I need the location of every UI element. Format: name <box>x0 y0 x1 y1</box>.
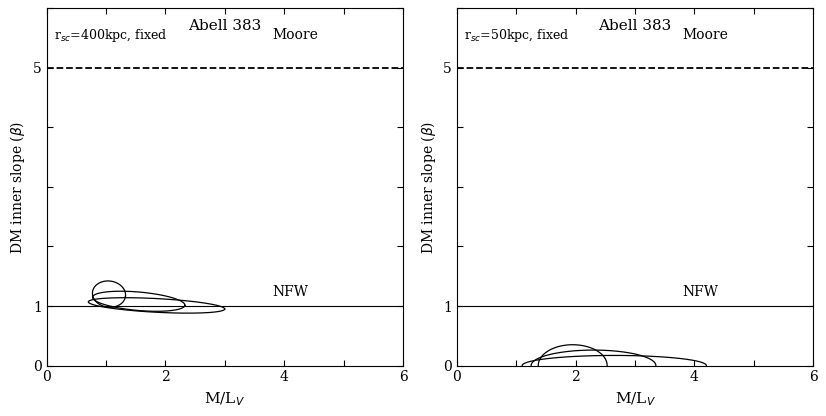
Text: Abell 383: Abell 383 <box>599 19 672 33</box>
Text: Moore: Moore <box>273 28 318 42</box>
Text: Abell 383: Abell 383 <box>188 19 262 33</box>
Text: Moore: Moore <box>682 28 729 42</box>
Text: NFW: NFW <box>682 285 719 299</box>
Text: r$_{sc}$=400kpc, fixed: r$_{sc}$=400kpc, fixed <box>54 27 167 44</box>
Text: r$_{sc}$=50kpc, fixed: r$_{sc}$=50kpc, fixed <box>464 27 569 44</box>
X-axis label: M/L$_V$: M/L$_V$ <box>615 390 656 408</box>
Text: NFW: NFW <box>273 285 308 299</box>
X-axis label: M/L$_V$: M/L$_V$ <box>204 390 245 408</box>
Y-axis label: DM inner slope ($\beta$): DM inner slope ($\beta$) <box>419 120 438 254</box>
Y-axis label: DM inner slope ($\beta$): DM inner slope ($\beta$) <box>8 120 27 254</box>
